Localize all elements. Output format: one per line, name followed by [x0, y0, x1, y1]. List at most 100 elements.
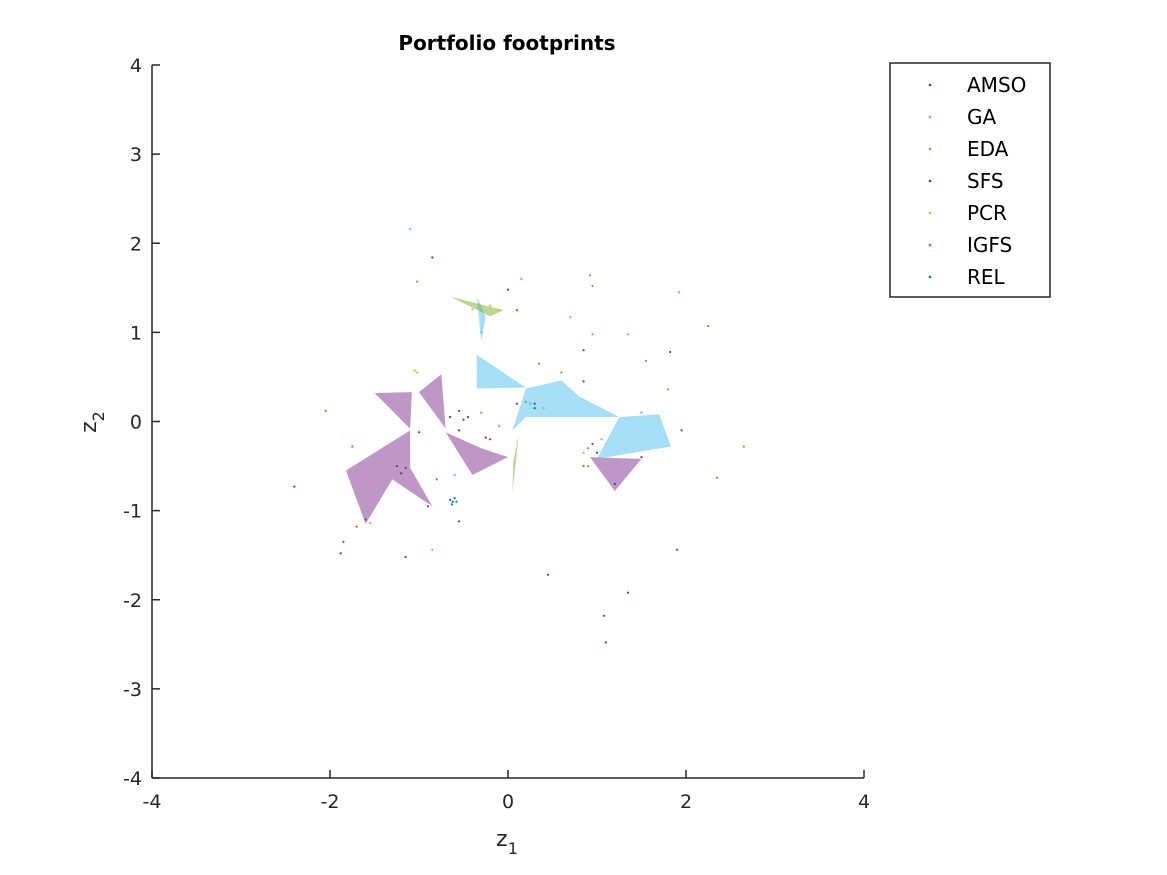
- footprint-polygon-0: [374, 392, 412, 429]
- x-tick-label: 4: [858, 791, 870, 813]
- point-amso-11: [458, 520, 461, 523]
- point-rel-3: [453, 497, 456, 500]
- point-sfs-1: [462, 418, 465, 421]
- point-eda-7: [742, 445, 746, 448]
- point-eda-3: [560, 371, 563, 374]
- point-ga-14: [498, 424, 501, 428]
- legend: AMSO GA EDA SFS PCR IGFS REL: [889, 62, 1051, 298]
- y-ticks: -4 -3 -2 -1 0 1 2 3 4: [123, 55, 160, 790]
- y-tick-label: 3: [130, 144, 142, 166]
- legend-marker-igfs: [928, 243, 932, 247]
- point-amso-17: [404, 555, 407, 559]
- point-ga-0: [409, 227, 412, 231]
- point-amso-15: [604, 641, 608, 644]
- point-ga-12: [369, 522, 372, 525]
- point-ga-11: [431, 548, 434, 551]
- x-axis-label-sub: 1: [508, 839, 518, 858]
- point-ga-1: [520, 277, 523, 280]
- point-rel-2: [451, 500, 454, 503]
- legend-marker-sfs: [928, 179, 932, 183]
- point-rel-5: [450, 503, 453, 506]
- point-sfs-4: [533, 402, 536, 405]
- point-amso-22: [582, 349, 585, 352]
- x-axis-label: z1: [496, 827, 518, 858]
- y-tick-label: -4: [123, 768, 142, 790]
- x-tick-label: 2: [680, 791, 692, 813]
- y-tick-label: 2: [130, 233, 142, 255]
- point-ga-5: [677, 291, 681, 294]
- x-axis-label-main: z: [496, 827, 508, 852]
- point-eda-4: [707, 325, 710, 328]
- point-amso-14: [603, 614, 606, 617]
- point-pcr-3: [498, 309, 501, 312]
- x-tick-label: 0: [502, 791, 514, 813]
- legend-marker-eda: [928, 147, 932, 151]
- legend-label-sfs: SFS: [967, 169, 1004, 193]
- point-sfs-2: [515, 402, 519, 405]
- x-tick-label: -4: [143, 791, 162, 813]
- footprint-polygon-1: [419, 374, 446, 429]
- point-eda-8: [716, 476, 719, 479]
- point-amso-16: [676, 548, 679, 551]
- point-sfs-6: [640, 456, 643, 459]
- legend-box: [889, 62, 1051, 298]
- footprints-layer: [346, 296, 671, 524]
- point-eda-10: [587, 465, 590, 468]
- legend-items: AMSO GA EDA SFS PCR IGFS REL: [928, 73, 1026, 289]
- legend-label-eda: EDA: [967, 137, 1009, 161]
- point-rel-0: [342, 540, 345, 543]
- x-ticks: -4 -2 0 2 4: [143, 770, 870, 813]
- point-pcr-4: [471, 308, 474, 311]
- point-ga-13: [453, 473, 456, 477]
- points-layer: [293, 227, 746, 644]
- point-pcr-5: [582, 451, 585, 454]
- y-axis-label-sub: 2: [89, 411, 108, 421]
- y-tick-label: -2: [123, 590, 142, 612]
- legend-label-rel: REL: [967, 265, 1006, 289]
- footprint-polygon-2: [445, 432, 508, 475]
- point-igfs-2: [355, 525, 358, 528]
- point-eda-1: [588, 274, 592, 277]
- footprint-polygon-8: [597, 414, 671, 459]
- point-amso-6: [400, 472, 403, 475]
- point-ga-7: [529, 402, 532, 405]
- point-amso-9: [426, 505, 429, 508]
- point-eda-9: [587, 447, 590, 450]
- point-amso-4: [489, 438, 492, 441]
- footprint-polygon-3: [346, 430, 433, 524]
- point-amso-1: [506, 288, 510, 291]
- point-sfs-0: [449, 415, 452, 419]
- point-amso-19: [293, 485, 296, 488]
- point-amso-10: [364, 518, 367, 521]
- point-amso-24: [680, 429, 683, 432]
- point-amso-3: [466, 415, 469, 419]
- x-tick-label: -2: [321, 791, 340, 813]
- legend-marker-rel: [928, 275, 932, 279]
- y-tick-label: 1: [130, 322, 142, 344]
- legend-label-ga: GA: [967, 105, 996, 129]
- point-pcr-0: [489, 304, 492, 307]
- point-igfs-5: [582, 465, 585, 468]
- point-ga-10: [640, 411, 643, 414]
- legend-label-amso: AMSO: [967, 73, 1026, 97]
- chart-title: Portfolio footprints: [398, 31, 615, 55]
- point-amso-5: [484, 436, 487, 439]
- point-amso-2: [458, 409, 461, 412]
- point-amso-7: [404, 466, 407, 469]
- point-amso-18: [339, 552, 342, 555]
- point-igfs-3: [435, 478, 438, 481]
- point-amso-13: [627, 591, 630, 594]
- legend-marker-ga: [928, 115, 932, 119]
- legend-label-igfs: IGFS: [967, 233, 1012, 257]
- y-tick-label: 0: [130, 412, 142, 434]
- footprint-polygon-7: [512, 380, 620, 431]
- y-axis-label: z2: [77, 411, 108, 433]
- legend-marker-amso: [928, 83, 932, 87]
- y-axis-label-main: z: [77, 421, 102, 433]
- point-amso-8: [395, 465, 398, 468]
- point-ga-2: [569, 316, 572, 319]
- point-amso-0: [431, 256, 434, 259]
- point-eda-11: [524, 400, 527, 403]
- point-ga-6: [480, 331, 483, 334]
